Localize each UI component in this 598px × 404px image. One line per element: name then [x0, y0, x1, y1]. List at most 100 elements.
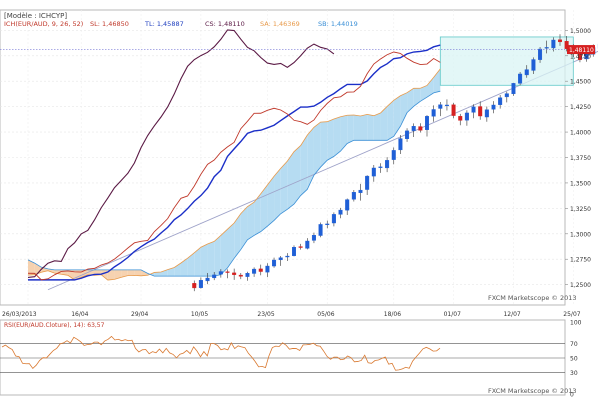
candle-body — [212, 274, 217, 279]
cloud-segment — [214, 235, 221, 277]
cloud-segment — [247, 202, 255, 240]
cloud-segment — [300, 135, 308, 196]
current-price: 1,48110 — [0, 45, 595, 55]
x-tick-label: 16/04 — [71, 311, 88, 318]
cloud-segment — [127, 269, 135, 276]
candle-body — [218, 271, 223, 275]
y-tick-label: 1,2500 — [570, 282, 591, 289]
price-badge: 1,48110 — [569, 47, 594, 54]
watermark-main: FXCM Marketscope © 2013 — [488, 294, 577, 302]
header-legend: ICH(EUR/AUD, 9, 26, 52) SL: 1,46850 TL: 1,… — [4, 20, 358, 28]
x-tick-label: 10/05 — [191, 311, 208, 318]
candle-body — [471, 106, 476, 113]
cloud-segment — [380, 106, 388, 141]
candle-body — [538, 48, 543, 60]
candle-body — [305, 240, 310, 249]
cloud-segment — [174, 262, 181, 277]
rsi-label: RSI(EUR/AUD.Cloture), 14): 63,57 — [4, 322, 105, 329]
cloud-segment — [353, 114, 361, 141]
candle-body — [391, 150, 396, 160]
candle-body — [278, 257, 283, 261]
candle-body — [551, 39, 556, 49]
y-tick-label: 1,5000 — [570, 28, 591, 35]
y-tick-label: 1,4500 — [570, 79, 591, 86]
candle-body — [398, 138, 403, 151]
candle-body — [491, 104, 496, 110]
x-tick-label: 25/07 — [563, 311, 580, 318]
cloud-segment — [240, 206, 248, 250]
y-tick-label: 1,2750 — [570, 257, 591, 264]
cloud-segment — [420, 85, 427, 102]
candle-body — [544, 47, 549, 49]
cloud-segment — [154, 272, 161, 277]
candle-body — [431, 109, 436, 117]
cloud-segment — [167, 267, 175, 277]
rsi-line — [1, 335, 441, 371]
candle-body — [478, 106, 483, 117]
candle-body — [232, 272, 237, 275]
candle-body — [498, 97, 503, 105]
cloud-segment — [294, 145, 301, 205]
watermark-rsi: FXCM Marketscope © 2013 — [488, 387, 577, 395]
candle-body — [272, 259, 277, 267]
candle-body — [378, 166, 383, 168]
cloud-segment — [407, 88, 414, 113]
legend-item: TL: 1,45887 — [144, 20, 184, 28]
rsi-tick-label: 70 — [570, 341, 578, 348]
candle-body — [371, 167, 376, 177]
x-tick-label: 23/05 — [257, 311, 274, 318]
candle-body — [451, 104, 456, 116]
candle-body — [331, 214, 336, 224]
y-tick-label: 1,3750 — [570, 155, 591, 162]
candle-body — [345, 199, 350, 211]
cloud-segment — [267, 176, 275, 227]
candle-body — [225, 271, 230, 273]
candle-body — [198, 280, 203, 288]
cloud-segment — [200, 243, 208, 277]
candle-body — [511, 83, 516, 95]
cloud-segment — [367, 114, 374, 141]
consolidation-box — [439, 36, 574, 86]
cloud-segment — [287, 151, 294, 210]
candle-body — [458, 116, 463, 121]
candle-body — [252, 268, 257, 274]
candle-body — [385, 160, 390, 169]
rsi-tick-label: 0 — [570, 392, 574, 399]
candle-body — [238, 274, 243, 277]
candle-body — [418, 126, 423, 131]
candle-body — [484, 109, 489, 118]
candle-body — [438, 104, 443, 109]
cloud-segment — [347, 114, 354, 144]
candle-body — [265, 265, 270, 273]
cloud-segment — [114, 269, 122, 280]
cloud-segment — [400, 92, 408, 127]
cloud-segment — [413, 88, 421, 107]
candle-body — [325, 223, 330, 225]
candle-body — [518, 73, 523, 84]
cloud-segment — [307, 127, 314, 190]
model-label: [Modèle : ICHCYP] — [4, 12, 67, 20]
kijun-sen-line — [28, 44, 441, 281]
cloud-segment — [107, 269, 115, 281]
cloud-segment — [220, 229, 228, 275]
cloud-segment — [313, 122, 321, 176]
candle-body — [318, 224, 323, 236]
tenkan-sen-line — [27, 51, 441, 281]
candle-body — [411, 126, 416, 131]
candle-body — [524, 69, 529, 76]
y-tick-label: 1,4000 — [570, 130, 591, 137]
cloud-segment — [234, 213, 241, 259]
cloud-segment — [187, 252, 195, 277]
candle-body — [351, 192, 356, 200]
candle-body — [464, 112, 469, 121]
candle-body — [292, 247, 297, 256]
cloud-segment — [387, 100, 394, 141]
indicator-lines — [27, 29, 441, 281]
axes: 1,5000 1,4750 1,4500 1,4250 1,4000 1,3750 1,35… — [2, 28, 591, 318]
legend-item: SB: 1,44019 — [318, 20, 358, 28]
cloud-segment — [67, 269, 75, 280]
cloud-segment — [274, 168, 281, 221]
candle-body — [258, 268, 263, 272]
